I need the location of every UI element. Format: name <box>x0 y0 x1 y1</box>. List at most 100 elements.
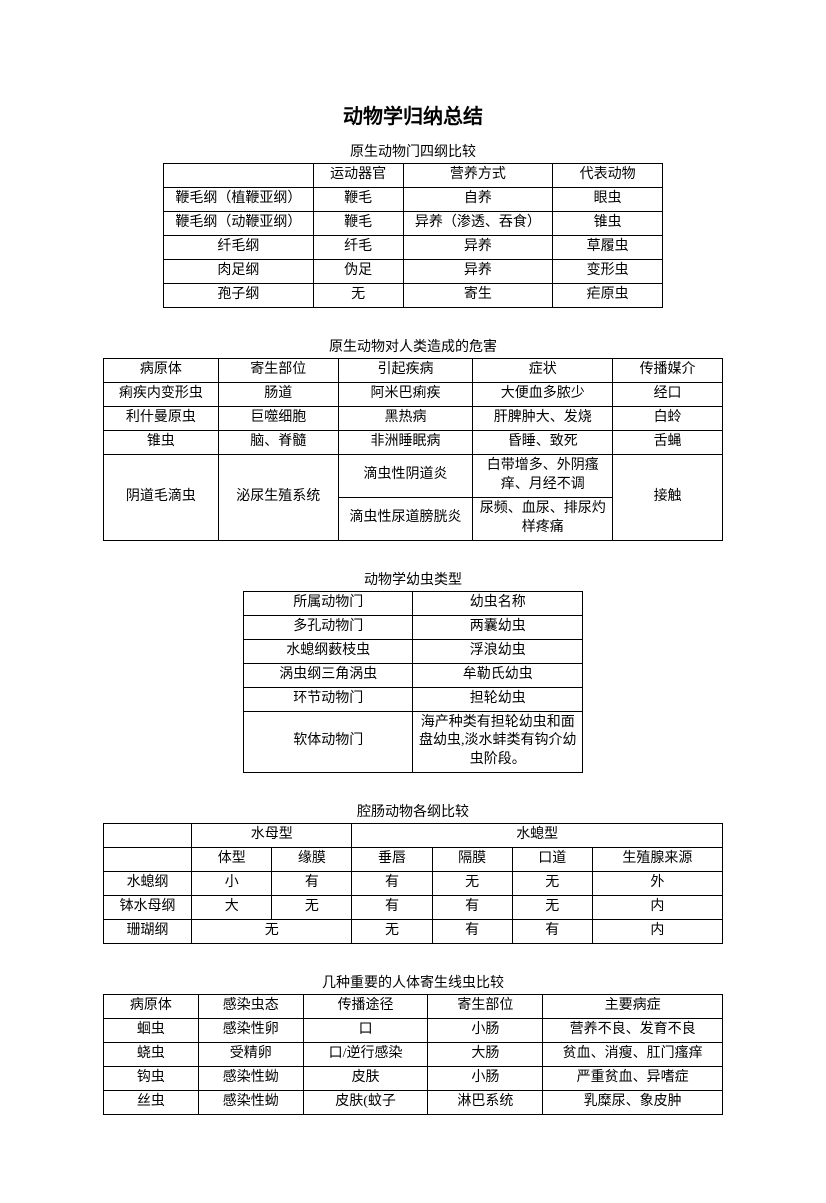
cell: 泌尿生殖系统 <box>218 455 338 541</box>
cell: 感染性蚴 <box>198 1067 303 1091</box>
cell: 水螅纲薮枝虫 <box>244 639 413 663</box>
cell: 浮浪幼虫 <box>413 639 583 663</box>
cell: 淋巴系统 <box>428 1091 543 1115</box>
cell: 异养（渗透、吞食） <box>403 212 553 236</box>
cell: 肉足纲 <box>164 260 314 284</box>
cell: 有 <box>352 896 432 920</box>
cell: 运动器官 <box>313 164 403 188</box>
cell: 两囊幼虫 <box>413 615 583 639</box>
cell: 口道 <box>512 848 592 872</box>
table-row: 涡虫纲三角涡虫 牟勒氏幼虫 <box>244 663 583 687</box>
table-row: 水母型 水螅型 <box>104 824 723 848</box>
cell: 自养 <box>403 188 553 212</box>
table-row: 环节动物门 担轮幼虫 <box>244 687 583 711</box>
cell: 皮肤 <box>303 1067 428 1091</box>
cell: 尿频、血尿、排尿灼样疼痛 <box>473 497 613 540</box>
cell: 担轮幼虫 <box>413 687 583 711</box>
cell: 异养 <box>403 260 553 284</box>
cell: 小肠 <box>428 1067 543 1091</box>
cell: 无 <box>192 920 352 944</box>
table-row: 鞭毛纲（动鞭亚纲） 鞭毛 异养（渗透、吞食） 锥虫 <box>164 212 663 236</box>
table-row: 锥虫 脑、脊髓 非洲睡眠病 昏睡、致死 舌蝇 <box>104 431 723 455</box>
cell: 感染虫态 <box>198 995 303 1019</box>
cell: 传播媒介 <box>613 359 723 383</box>
cell: 引起疾病 <box>338 359 473 383</box>
cell: 感染性卵 <box>198 1019 303 1043</box>
cell: 水螅纲 <box>104 872 192 896</box>
table1: 运动器官 营养方式 代表动物 鞭毛纲（植鞭亚纲） 鞭毛 自养 眼虫 鞭毛纲（动鞭… <box>163 163 663 308</box>
table3: 所属动物门 幼虫名称 多孔动物门 两囊幼虫 水螅纲薮枝虫 浮浪幼虫 涡虫纲三角涡… <box>243 591 583 774</box>
table1-caption: 原生动物门四纲比较 <box>95 141 731 161</box>
cell: 小肠 <box>428 1019 543 1043</box>
cell: 纤毛 <box>313 236 403 260</box>
cell: 受精卵 <box>198 1043 303 1067</box>
cell: 小 <box>192 872 272 896</box>
cell: 伪足 <box>313 260 403 284</box>
cell: 肠道 <box>218 383 338 407</box>
cell: 无 <box>432 872 512 896</box>
cell: 孢子纲 <box>164 284 314 308</box>
table-row: 蛲虫 受精卵 口/逆行感染 大肠 贫血、消瘦、肛门瘙痒 <box>104 1043 723 1067</box>
cell: 多孔动物门 <box>244 615 413 639</box>
cell: 有 <box>272 872 352 896</box>
cell: 异养 <box>403 236 553 260</box>
cell: 垂唇 <box>352 848 432 872</box>
cell: 口/逆行感染 <box>303 1043 428 1067</box>
table-row: 孢子纲 无 寄生 疟原虫 <box>164 284 663 308</box>
table-row: 纤毛纲 纤毛 异养 草履虫 <box>164 236 663 260</box>
cell: 钩虫 <box>104 1067 199 1091</box>
cell: 内 <box>592 896 722 920</box>
cell: 滴虫性尿道膀胱炎 <box>338 497 473 540</box>
page-title: 动物学归纳总结 <box>95 100 731 129</box>
table5: 病原体 感染虫态 传播途径 寄生部位 主要病症 蛔虫 感染性卵 口 小肠 营养不… <box>103 994 723 1115</box>
cell: 变形虫 <box>553 260 663 284</box>
table2: 病原体 寄生部位 引起疾病 症状 传播媒介 痢疾内变形虫 肠道 阿米巴痢疾 大便… <box>103 358 723 541</box>
cell: 营养方式 <box>403 164 553 188</box>
cell: 症状 <box>473 359 613 383</box>
cell: 环节动物门 <box>244 687 413 711</box>
cell: 有 <box>512 920 592 944</box>
cell: 鞭毛纲（植鞭亚纲） <box>164 188 314 212</box>
cell: 有 <box>432 896 512 920</box>
cell: 滴虫性阴道炎 <box>338 455 473 498</box>
cell: 严重贫血、异嗜症 <box>543 1067 723 1091</box>
cell: 病原体 <box>104 995 199 1019</box>
cell: 主要病症 <box>543 995 723 1019</box>
cell <box>104 848 192 872</box>
cell: 阿米巴痢疾 <box>338 383 473 407</box>
cell: 大便血多脓少 <box>473 383 613 407</box>
cell: 鞭毛 <box>313 188 403 212</box>
cell: 钵水母纲 <box>104 896 192 920</box>
cell: 无 <box>313 284 403 308</box>
table-row: 钩虫 感染性蚴 皮肤 小肠 严重贫血、异嗜症 <box>104 1067 723 1091</box>
cell: 白蛉 <box>613 407 723 431</box>
cell: 贫血、消瘦、肛门瘙痒 <box>543 1043 723 1067</box>
table-row: 痢疾内变形虫 肠道 阿米巴痢疾 大便血多脓少 经口 <box>104 383 723 407</box>
table4: 水母型 水螅型 体型 缘膜 垂唇 隔膜 口道 生殖腺来源 水螅纲 小 有 有 无… <box>103 823 723 944</box>
cell: 生殖腺来源 <box>592 848 722 872</box>
cell: 无 <box>352 920 432 944</box>
table-row: 利什曼原虫 巨噬细胞 黑热病 肝脾肿大、发烧 白蛉 <box>104 407 723 431</box>
table-row: 阴道毛滴虫 泌尿生殖系统 滴虫性阴道炎 白带增多、外阴瘙痒、月经不调 接触 <box>104 455 723 498</box>
cell: 感染性蚴 <box>198 1091 303 1115</box>
cell: 口 <box>303 1019 428 1043</box>
cell: 接触 <box>613 455 723 541</box>
cell: 舌蝇 <box>613 431 723 455</box>
table2-caption: 原生动物对人类造成的危害 <box>95 336 731 356</box>
cell: 经口 <box>613 383 723 407</box>
cell: 眼虫 <box>553 188 663 212</box>
cell: 代表动物 <box>553 164 663 188</box>
cell: 所属动物门 <box>244 591 413 615</box>
cell <box>104 824 192 848</box>
cell: 非洲睡眠病 <box>338 431 473 455</box>
cell: 鞭毛 <box>313 212 403 236</box>
table5-caption: 几种重要的人体寄生线虫比较 <box>95 972 731 992</box>
cell: 大肠 <box>428 1043 543 1067</box>
cell: 珊瑚纲 <box>104 920 192 944</box>
cell: 脑、脊髓 <box>218 431 338 455</box>
cell: 疟原虫 <box>553 284 663 308</box>
cell: 水母型 <box>192 824 352 848</box>
table-row: 丝虫 感染性蚴 皮肤(蚊子 淋巴系统 乳糜尿、象皮肿 <box>104 1091 723 1115</box>
table-row: 水螅纲 小 有 有 无 无 外 <box>104 872 723 896</box>
table-row: 所属动物门 幼虫名称 <box>244 591 583 615</box>
